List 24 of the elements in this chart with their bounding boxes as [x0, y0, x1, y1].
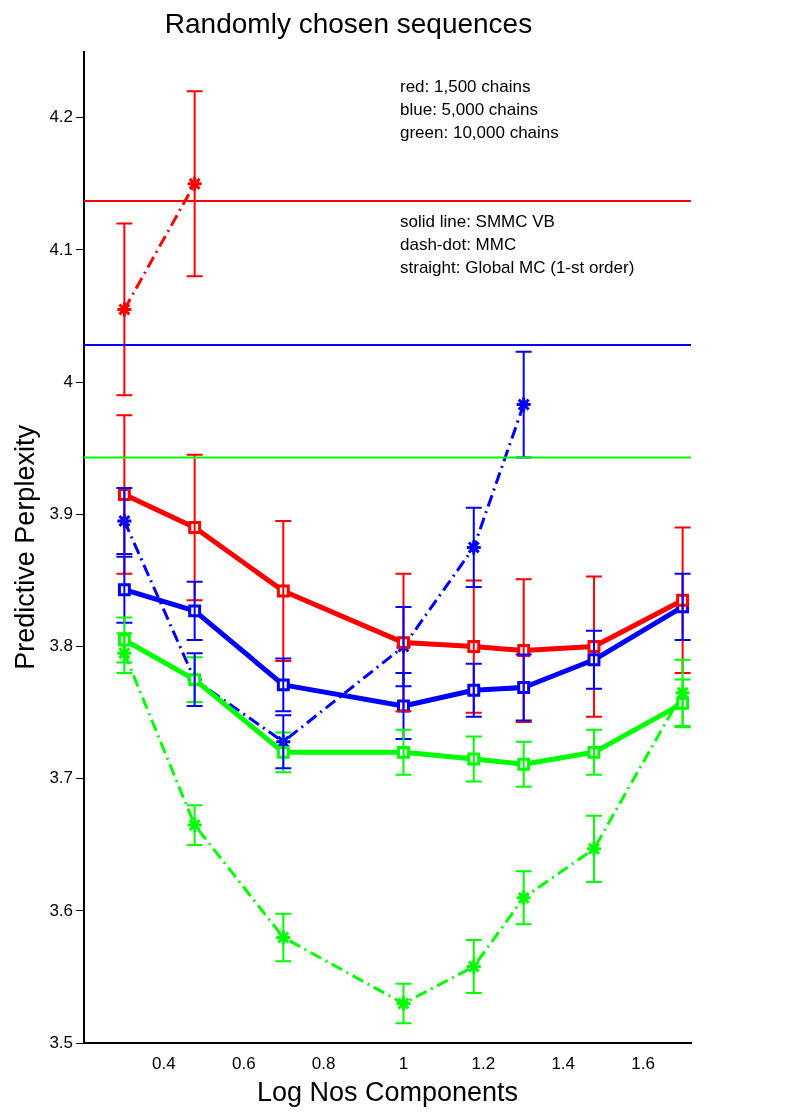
x-tick-label: 1.6	[631, 1054, 655, 1074]
annotation: solid line: SMMC VB	[400, 211, 555, 231]
y-tick-label: 3.5	[49, 1032, 74, 1052]
y-tick-label: 3.8	[49, 636, 74, 656]
annotation: straight: Global MC (1-st order)	[400, 257, 635, 277]
x-axis-title: Log Nos Components	[256, 1077, 519, 1108]
x-tick-label: 0.6	[231, 1054, 256, 1074]
annotation: dash-dot: MMC	[400, 234, 517, 254]
annotation: green: 10,000 chains	[400, 122, 559, 142]
x-tick-label: 1.4	[551, 1054, 576, 1074]
y-tick-label: 3.6	[49, 900, 74, 920]
annotation: red: 1,500 chains	[400, 76, 531, 96]
x-tick-label: 1	[398, 1054, 409, 1074]
y-tick-label: 3.9	[49, 504, 74, 524]
x-tick-label: 0.8	[311, 1054, 336, 1074]
y-tick-label: 4.2	[49, 107, 74, 127]
x-tick-label: 0.4	[152, 1054, 176, 1074]
y-tick-label: 4.1	[49, 239, 74, 259]
chart-title: Randomly chosen sequences	[164, 7, 533, 39]
y-axis-title: Predictive Perplexity	[9, 424, 40, 670]
y-tick-label: 4	[63, 371, 74, 391]
annotation: blue: 5,000 chains	[400, 99, 538, 119]
x-tick-label: 1.2	[471, 1054, 496, 1074]
y-tick-label: 3.7	[49, 768, 74, 788]
